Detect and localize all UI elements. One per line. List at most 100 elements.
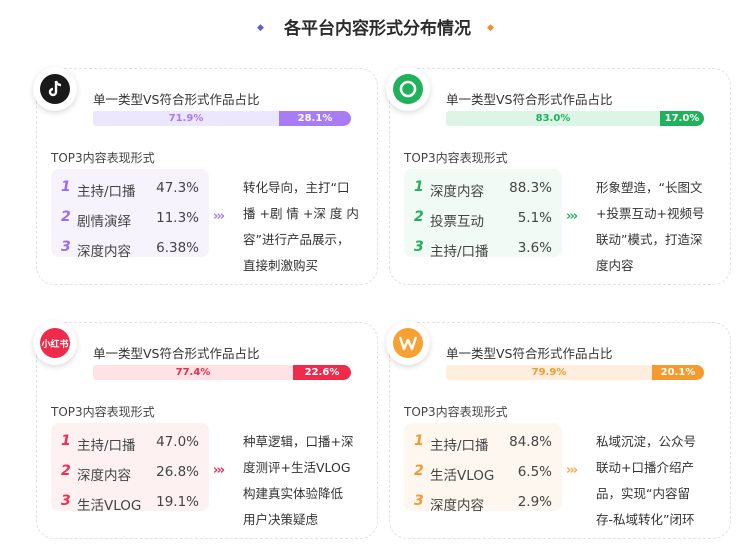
content-form-percent: 3.6% — [517, 240, 552, 256]
list-item: 1 主持/口播 47.0% — [51, 427, 209, 457]
rank-number: 2 — [414, 463, 424, 479]
description-line: 构建真实体验降低 — [243, 486, 344, 501]
list-item: 1 主持/口播 47.3% — [51, 173, 209, 203]
content-form-label: 投票互动 — [430, 214, 484, 230]
platform-description: 转化导向，主打“口播 +剧 情 +深 度 内容”进行产品展示， 直接刺激购买 — [243, 175, 361, 279]
content-form-label: 深度内容 — [430, 184, 484, 200]
weibo-icon — [393, 328, 423, 358]
description-line: 种草逻辑，口播+深 — [243, 434, 354, 449]
description-line: 容”进行产品展示， — [243, 232, 350, 247]
bar-title: 单一类型VS符合形式作品占比 — [93, 346, 260, 361]
list-item: 3 生活VLOG 19.1% — [51, 487, 209, 517]
rank-number: 3 — [414, 239, 424, 255]
platform-description: 种草逻辑，口播+深 度测评+生活VLOG 构建真实体验降低 用户决策疑虑 — [243, 429, 361, 533]
rank-number: 1 — [414, 433, 424, 449]
rank-number: 2 — [414, 209, 424, 225]
bar-segment-composite: 22.6% — [293, 365, 351, 380]
description-line: 直接刺激购买 — [243, 258, 319, 273]
top3-list: 1 主持/口播 47.0% 2 深度内容 26.8% 3 生活VLOG 19.1% — [51, 423, 209, 514]
list-item: 2 投票互动 5.1% — [404, 203, 562, 233]
list-item: 3 主持/口播 3.6% — [404, 233, 562, 263]
content-form-label: 主持/口播 — [430, 438, 489, 454]
description-line: 品，实现“内容留 — [596, 486, 690, 501]
content-form-label: 主持/口播 — [430, 244, 489, 260]
content-form-percent: 47.3% — [156, 180, 199, 196]
top3-list: 1 深度内容 88.3% 2 投票互动 5.1% 3 主持/口播 3.6% — [404, 169, 562, 260]
content-form-percent: 2.9% — [517, 494, 552, 510]
rank-number: 3 — [61, 239, 71, 255]
list-item: 1 深度内容 88.3% — [404, 173, 562, 203]
rank-number: 2 — [61, 209, 71, 225]
diamond-left-icon: ◆ — [257, 23, 264, 33]
content-form-percent: 88.3% — [509, 180, 552, 196]
bar-segment-single: 71.9% — [93, 111, 279, 126]
rank-number: 1 — [61, 433, 71, 449]
rank-number: 3 — [61, 493, 71, 509]
description-line: 度内容 — [596, 258, 634, 273]
list-item: 2 剧情演绎 11.3% — [51, 203, 209, 233]
list-item: 2 生活VLOG 6.5% — [404, 457, 562, 487]
bar-segment-single: 79.9% — [446, 365, 652, 380]
top3-list: 1 主持/口播 47.3% 2 剧情演绎 11.3% 3 深度内容 6.38% — [51, 169, 209, 260]
rank-number: 1 — [61, 179, 71, 195]
list-item: 3 深度内容 6.38% — [51, 233, 209, 263]
content-form-label: 主持/口播 — [77, 438, 136, 454]
rank-number: 1 — [414, 179, 424, 195]
platform-card: 单一类型VS符合形式作品占比 71.9% 28.1% TOP3内容表现形式 1 主持/口播… — [33, 67, 378, 285]
content-form-label: 剧情演绎 — [77, 214, 131, 230]
description-line: 私域沉淀，公众号 — [596, 434, 697, 449]
bar-segment-composite: 17.0% — [660, 111, 704, 126]
top3-label: TOP3内容表现形式 — [404, 151, 508, 165]
content-form-percent: 6.5% — [517, 464, 552, 480]
description-line: 用户决策疑虑 — [243, 512, 319, 527]
description-line: 联动+口播介绍产 — [596, 460, 694, 475]
rank-number: 3 — [414, 493, 424, 509]
platform-logo — [33, 67, 77, 111]
triple-chevron-icon: ››› — [566, 209, 578, 224]
wechat-channels-icon — [393, 74, 423, 104]
description-line: +投票互动+视频号 — [596, 206, 705, 221]
content-form-label: 深度内容 — [430, 498, 484, 514]
description-line: 存-私域转化”闭环 — [596, 512, 695, 527]
content-form-label: 深度内容 — [77, 244, 131, 260]
description-line: 播 +剧 情 +深 度 内 — [243, 206, 359, 221]
platform-logo — [386, 321, 430, 365]
content-form-label: 生活VLOG — [430, 468, 495, 484]
description-line: 联动”模式，打造深 — [596, 232, 703, 247]
stacked-bar: 71.9% 28.1% — [93, 111, 351, 126]
content-form-percent: 11.3% — [156, 210, 199, 226]
page-title: 各平台内容形式分布情况 — [284, 19, 471, 39]
content-form-percent: 47.0% — [156, 434, 199, 450]
xiaohongshu-icon: 小红书 — [40, 328, 70, 358]
platform-card: 小红书单一类型VS符合形式作品占比 77.4% 22.6% TOP3内容表现形式 1 主持… — [33, 321, 378, 539]
bar-segment-single: 83.0% — [446, 111, 660, 126]
platform-logo — [386, 67, 430, 111]
top3-list: 1 主持/口播 84.8% 2 生活VLOG 6.5% 3 深度内容 2.9% — [404, 423, 562, 514]
description-line: 度测评+生活VLOG — [243, 460, 351, 475]
description-line: 转化导向，主打“口 — [243, 180, 350, 195]
stacked-bar: 79.9% 20.1% — [446, 365, 704, 380]
top3-label: TOP3内容表现形式 — [404, 405, 508, 419]
stacked-bar: 77.4% 22.6% — [93, 365, 351, 380]
list-item: 2 深度内容 26.8% — [51, 457, 209, 487]
content-form-label: 主持/口播 — [77, 184, 136, 200]
bar-title: 单一类型VS符合形式作品占比 — [93, 92, 260, 107]
triple-chevron-icon: ››› — [213, 209, 225, 224]
top3-label: TOP3内容表现形式 — [51, 151, 155, 165]
platform-card: 单一类型VS符合形式作品占比 79.9% 20.1% TOP3内容表现形式 1 主持/口播… — [386, 321, 731, 539]
content-form-percent: 6.38% — [156, 240, 199, 256]
bar-title: 单一类型VS符合形式作品占比 — [446, 92, 613, 107]
bar-segment-composite: 28.1% — [279, 111, 351, 126]
content-form-label: 深度内容 — [77, 468, 131, 484]
top3-label: TOP3内容表现形式 — [51, 405, 155, 419]
stacked-bar: 83.0% 17.0% — [446, 111, 704, 126]
platform-logo: 小红书 — [33, 321, 77, 365]
content-form-percent: 26.8% — [156, 464, 199, 480]
diamond-right-icon: ◆ — [487, 23, 494, 33]
content-form-percent: 5.1% — [517, 210, 552, 226]
list-item: 1 主持/口播 84.8% — [404, 427, 562, 457]
description-line: 形象塑造，“长图文 — [596, 180, 703, 195]
bar-segment-composite: 20.1% — [652, 365, 704, 380]
header: ◆ 各平台内容形式分布情况 ◆ — [0, 14, 755, 40]
triple-chevron-icon: ››› — [213, 463, 225, 478]
